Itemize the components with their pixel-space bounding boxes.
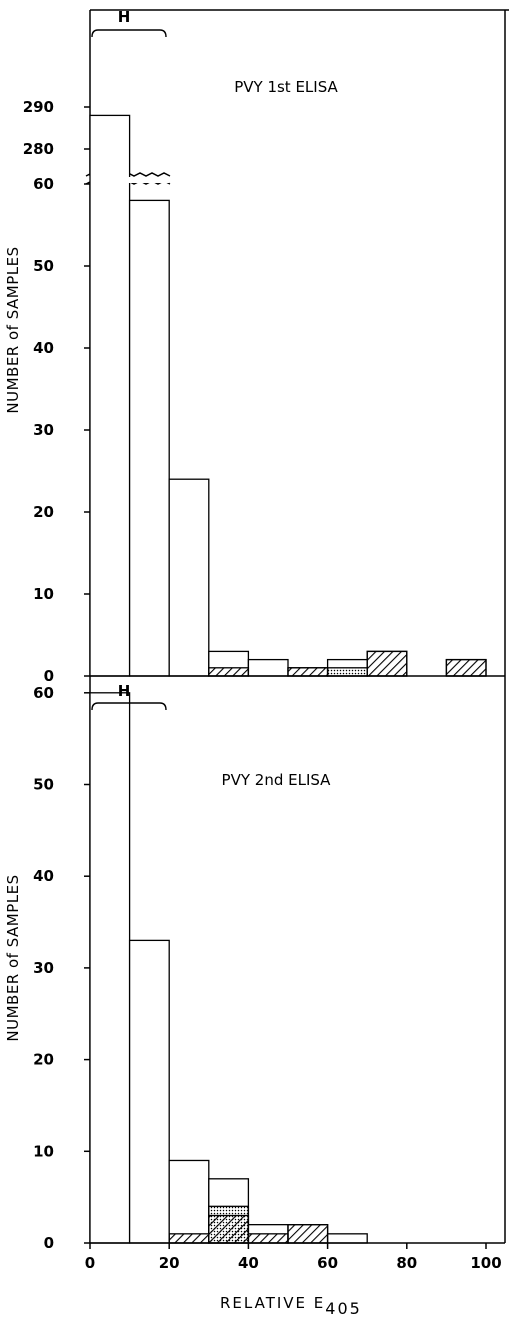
open-bar xyxy=(168,478,210,677)
y-tick-label: 0 xyxy=(44,1234,54,1252)
hatched-bar xyxy=(247,1233,289,1244)
range-marker-label: H xyxy=(118,682,131,700)
x-tick-label: 100 xyxy=(470,1254,501,1272)
y-tick-label: 60 xyxy=(33,684,54,702)
hatched-bar xyxy=(287,1224,329,1244)
hatched-bar xyxy=(445,658,487,677)
open-bar xyxy=(247,658,289,677)
hatched-bar xyxy=(208,1214,250,1244)
y-tick-label: 60 xyxy=(33,175,54,193)
open-bar xyxy=(89,692,131,1244)
panel-2-range-marker: H xyxy=(91,682,167,711)
y-tick-label: 40 xyxy=(33,339,54,357)
x-tick-label: 60 xyxy=(317,1254,338,1272)
x-tick-label: 20 xyxy=(159,1254,180,1272)
hatched-bar xyxy=(366,650,408,677)
range-marker-bracket xyxy=(91,29,167,38)
hatched-bar xyxy=(168,1233,210,1244)
dotted-bar xyxy=(326,667,368,677)
y-tick-label: 30 xyxy=(33,959,54,977)
panel-2-y-axis-label: NUMBER of SAMPLES xyxy=(4,874,22,1041)
panel-1-y-axis-label: NUMBER of SAMPLES xyxy=(4,246,22,413)
y-tick-label: 40 xyxy=(33,867,54,885)
y-tick-label: 0 xyxy=(44,667,54,685)
x-axis-label: RELATIVE E405 xyxy=(220,1294,362,1318)
hatched-bar xyxy=(287,667,329,677)
panel-1-range-marker: H xyxy=(91,8,167,38)
x-tick-label: 40 xyxy=(238,1254,259,1272)
y-tick-label: 50 xyxy=(33,257,54,275)
open-bar xyxy=(128,199,170,677)
open-bar xyxy=(128,939,170,1244)
y-tick-label: 10 xyxy=(33,585,54,603)
open-bar xyxy=(89,114,131,677)
panel-1-bars xyxy=(89,114,487,677)
axis-break-gap xyxy=(91,177,169,183)
panel-2-y-ticks: 0 10 20 30 40 50 60 xyxy=(33,684,90,1252)
panel-2-title: PVY 2nd ELISA xyxy=(222,771,332,789)
y-tick-label: 280 xyxy=(23,140,54,158)
x-tick-label: 0 xyxy=(85,1254,95,1272)
x-axis-label-main: RELATIVE E xyxy=(220,1294,325,1312)
panel-1-title: PVY 1st ELISA xyxy=(234,78,338,96)
y-tick-label: 20 xyxy=(33,1051,54,1069)
panel-1: 0 10 20 30 40 50 60 280 290 H PVY 1st ELISA NUMB… xyxy=(4,8,509,685)
open-bar xyxy=(326,1233,368,1244)
x-tick-label: 80 xyxy=(396,1254,417,1272)
hatched-bar xyxy=(208,667,250,677)
panel-2-bars xyxy=(89,692,368,1244)
y-tick-label: 20 xyxy=(33,503,54,521)
range-marker-label: H xyxy=(118,8,131,26)
x-axis-label-subscript: 405 xyxy=(325,1299,362,1318)
range-marker-bracket xyxy=(91,702,167,711)
open-bar xyxy=(168,1159,210,1244)
y-tick-label: 30 xyxy=(33,421,54,439)
panel-2: 0 10 20 30 40 50 60 0 20 40 60 80 100 H PVY 2nd ELI… xyxy=(4,676,506,1318)
y-tick-label: 10 xyxy=(33,1142,54,1160)
panel-2-x-ticks: 0 20 40 60 80 100 xyxy=(85,1243,502,1272)
y-tick-label: 50 xyxy=(33,776,54,794)
y-tick-label: 290 xyxy=(23,98,54,116)
panel-1-y-ticks: 0 10 20 30 40 50 60 280 290 xyxy=(23,98,90,685)
